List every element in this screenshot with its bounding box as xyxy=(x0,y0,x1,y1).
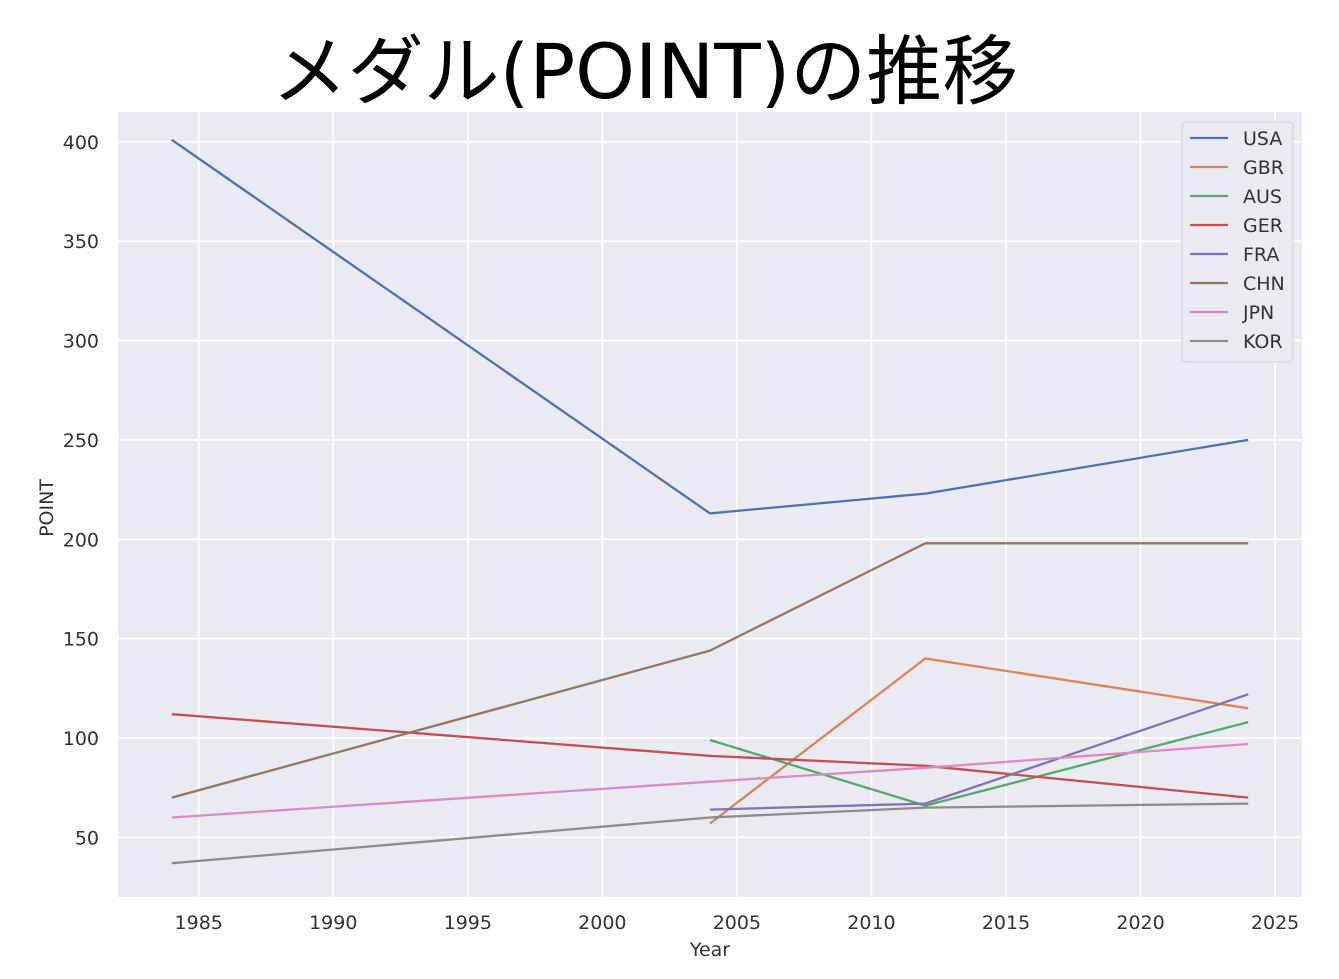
x-tick-label: 1990 xyxy=(309,912,357,934)
legend-label-usa: USA xyxy=(1243,128,1282,150)
series-line-gbr xyxy=(709,657,1249,825)
legend-label-kor: KOR xyxy=(1243,331,1283,353)
x-axis-ticks: 1985 1990 1995 2000 2005 2010 2015 2020 2025 xyxy=(175,912,1300,934)
legend-box xyxy=(1181,121,1294,363)
series-line-fra xyxy=(709,693,1249,811)
legend: USA GBR AUS GER FRA CHN JPN KOR xyxy=(1181,121,1294,363)
x-tick-label: 2005 xyxy=(713,912,761,934)
y-tick-label: 200 xyxy=(63,529,99,551)
x-axis-label: Year xyxy=(689,939,730,961)
x-tick-label: 1985 xyxy=(175,912,223,934)
y-tick-label: 400 xyxy=(63,132,99,154)
y-tick-label: 50 xyxy=(75,827,99,849)
x-tick-label: 2000 xyxy=(578,912,626,934)
y-tick-label: 350 xyxy=(63,231,99,253)
legend-label-chn: CHN xyxy=(1243,273,1285,295)
x-tick-label: 2015 xyxy=(982,912,1030,934)
series-line-jpn xyxy=(171,742,1249,819)
series-lines xyxy=(171,138,1249,865)
y-axis-ticks: 50 100 150 200 250 300 350 400 xyxy=(63,132,99,850)
series-line-usa xyxy=(171,138,1249,515)
legend-label-jpn: JPN xyxy=(1242,302,1274,324)
chart-title: メダル(POINT)の推移 xyxy=(272,27,1019,116)
legend-label-ger: GER xyxy=(1243,215,1283,237)
plot-area xyxy=(118,112,1302,897)
legend-label-aus: AUS xyxy=(1243,186,1282,208)
y-tick-label: 250 xyxy=(63,430,99,452)
series-line-aus xyxy=(709,720,1249,807)
grid xyxy=(118,112,1302,897)
x-tick-label: 2010 xyxy=(847,912,895,934)
y-tick-label: 100 xyxy=(63,728,99,750)
x-tick-label: 1995 xyxy=(444,912,492,934)
legend-label-fra: FRA xyxy=(1243,244,1279,266)
y-tick-label: 300 xyxy=(63,331,99,353)
x-tick-label: 2020 xyxy=(1116,912,1164,934)
series-line-ger xyxy=(171,713,1249,799)
legend-label-gbr: GBR xyxy=(1243,157,1284,179)
y-axis-label: POINT xyxy=(36,479,58,537)
y-tick-label: 150 xyxy=(63,629,99,651)
series-line-chn xyxy=(171,542,1249,799)
x-tick-label: 2025 xyxy=(1251,912,1299,934)
series-line-kor xyxy=(171,802,1249,865)
